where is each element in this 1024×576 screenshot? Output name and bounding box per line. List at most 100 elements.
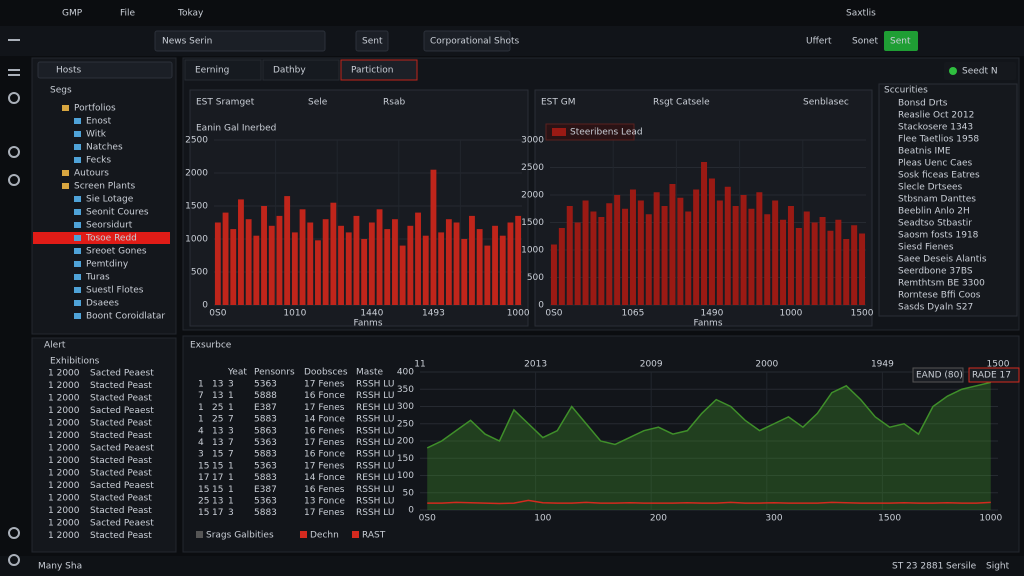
list-item: Stbsnam Danttes [898,195,976,205]
bar [276,215,283,305]
alert-cell: Sacted Peaest [90,481,154,491]
tree-item[interactable]: Dsaees [86,299,119,309]
menu-item[interactable]: File [120,9,136,19]
toolbar-button[interactable] [423,30,511,52]
table-cell: 5363 [254,461,277,471]
sidebar [31,57,177,335]
chart-control[interactable]: Senblasec [803,98,849,108]
tree-item[interactable]: Pemtdiny [86,260,129,270]
bar [606,203,613,305]
menu-item[interactable]: Saxtlis [846,9,876,19]
top-label: 2013 [524,360,547,370]
tree-icon [74,196,81,202]
bar [422,235,429,305]
x-tick-label: 1010 [283,309,306,319]
tree-item[interactable]: Tosoe Redd [85,234,137,244]
table-cell: 5883 [254,415,277,425]
tree-item[interactable]: Suestl Flotes [86,286,144,296]
list-item: Bonsd Drts [898,99,948,109]
chart-control[interactable]: Sele [308,98,328,108]
bar [756,192,763,305]
table-cell: 1 [198,403,204,413]
y-tick-label: 350 [397,385,414,395]
tree-item[interactable]: Witk [86,130,107,140]
alert-panel [31,337,177,553]
bar [353,215,360,305]
tab-label[interactable]: Eerning [195,66,229,76]
toolbar-item[interactable]: Uffert [806,37,832,47]
table-cell: RSSH LU [356,450,394,460]
menu-item[interactable]: Tokay [177,9,204,19]
tree-item[interactable]: Seorsidurt [86,221,133,231]
table-cell: 5888 [254,391,277,401]
bar [716,200,723,305]
menu-item[interactable]: GMP [62,9,83,19]
tree-item[interactable]: Boont Coroidlatar [86,312,165,322]
table-cell: 7 [198,391,204,401]
tree-item[interactable]: Portfolios [74,104,116,114]
alert-cell: 1 2000 [48,519,80,529]
bar [724,186,731,305]
bar [453,222,460,305]
tab[interactable] [262,59,340,81]
chart-control[interactable]: Rsab [383,98,405,108]
tree-item[interactable]: Sreoet Gones [86,247,147,257]
table-cell: RESH LU [356,473,394,483]
search-box[interactable] [154,30,326,52]
x-tick-label: 1500 [851,309,874,319]
button-label[interactable]: Sent [362,37,383,47]
list-item: Pleas Uenc Caes [898,159,973,169]
tab-label[interactable]: Dathby [273,66,306,76]
tree-item[interactable]: Sie Lotage [86,195,134,205]
tree-item[interactable]: Enost [86,117,112,127]
alert-cell: Sacted Peaest [90,444,154,454]
tree-search[interactable] [37,61,173,79]
y-tick-label: 300 [397,402,414,412]
bar [476,229,483,305]
tab[interactable] [340,59,418,81]
list-item: Flee Taetlios 1958 [898,135,979,145]
tree-item[interactable]: Autours [74,169,109,179]
top-label: 11 [414,360,425,370]
x-tick-label: 0S0 [545,309,562,319]
y-tick-label: 2000 [521,191,544,201]
list-panel [878,83,1018,317]
bar [368,222,375,305]
bar [230,229,237,305]
x-tick-label: 100 [534,514,551,524]
tree-section: Segs [50,86,72,96]
bar [803,211,810,305]
tree-item[interactable]: Screen Plants [74,182,135,192]
table-cell: 5883 [254,473,277,483]
tree-item[interactable]: Natches [86,143,123,153]
alert-cell: 1 2000 [48,444,80,454]
table-cell: RSSH LU [356,497,394,507]
tree-item[interactable]: Fecks [86,156,111,166]
chart-control[interactable]: Rsgt Catsele [653,98,710,108]
toolbar-item[interactable]: Sonet [852,37,878,47]
top-label: 1500 [987,360,1010,370]
alert-cell: Stacted Peast [90,494,152,504]
tree-item[interactable]: Seonit Coures [86,208,149,218]
bar [590,211,597,305]
bar [598,217,605,305]
bar [415,212,421,305]
table-cell: 15 [212,461,223,471]
bar [764,214,771,305]
line [426,381,991,449]
list-item: Sasds Dyaln S27 [898,303,973,313]
tab[interactable] [184,59,262,81]
list-item: Sosk ficeas Eatres [898,171,980,181]
button-label[interactable]: Corporational Shots [430,37,519,47]
table-cell: 5883 [254,450,277,460]
toolbar-item[interactable]: Sent [890,37,911,47]
tree-item[interactable]: Turas [85,273,110,283]
send-button[interactable] [884,31,918,51]
toolbar-button[interactable] [355,30,389,52]
table-cell: RSSH LU [356,426,394,436]
tree-icon [74,222,81,228]
panel-section: Exhibitions [50,357,100,367]
x-tick-label: 1065 [621,309,644,319]
tab-label[interactable]: Partiction [351,66,393,76]
chart-subtitle: Eanin Gal Inerbed [196,124,276,134]
